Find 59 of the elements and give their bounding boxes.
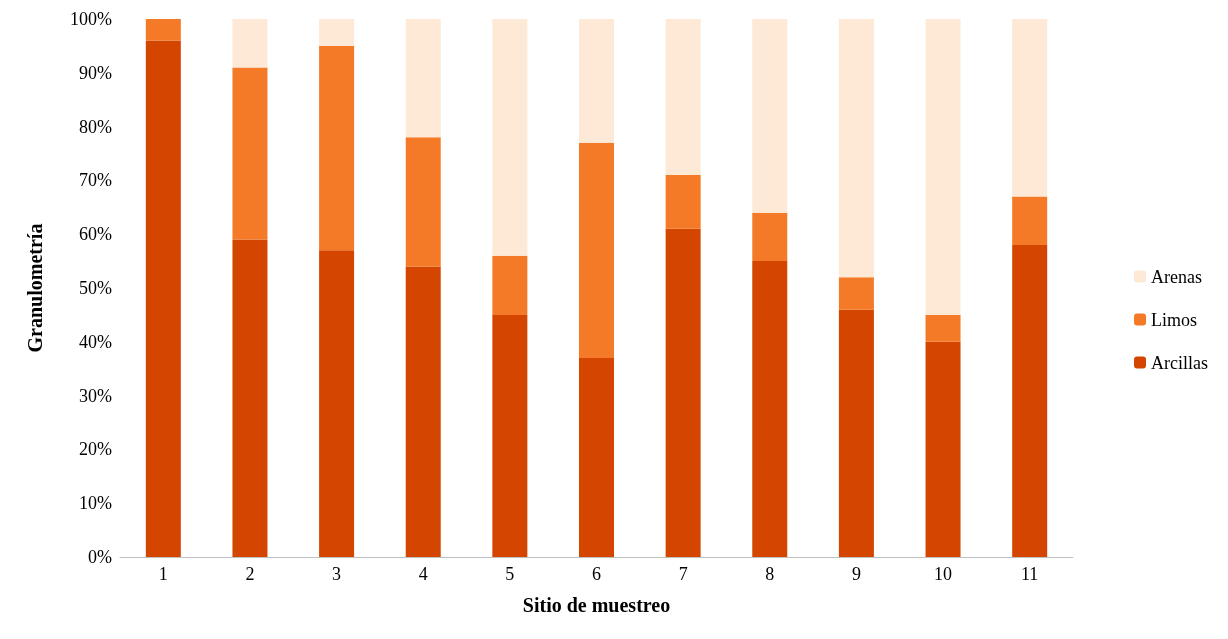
bar: [405, 266, 441, 557]
bar: [579, 142, 614, 358]
bar: [579, 19, 614, 143]
bar: [925, 19, 961, 315]
x-tick-label: 1: [158, 564, 168, 584]
x-tick-label: 6: [592, 564, 601, 584]
x-tick-label: 7: [678, 564, 688, 584]
x-tick-label: 5: [505, 564, 515, 584]
x-tick-label: 8: [765, 564, 775, 584]
bar: [145, 19, 181, 41]
bar: [838, 309, 874, 557]
bar: [665, 19, 701, 176]
x-tick-label: 3: [332, 564, 342, 584]
y-tick-label: 80%: [79, 116, 112, 137]
bar: [579, 357, 614, 557]
bar: [925, 314, 961, 342]
bar: [232, 19, 268, 68]
bar: [492, 314, 528, 557]
y-tick-label: 30%: [79, 385, 112, 406]
y-tick-label: 40%: [79, 331, 112, 352]
y-tick-label: 0%: [88, 547, 112, 567]
x-tick-label: 9: [851, 564, 861, 584]
bar: [752, 212, 788, 262]
bar: [752, 261, 788, 557]
legend-label: Arenas: [1151, 266, 1202, 287]
y-tick-label: 90%: [79, 62, 112, 83]
x-axis-title: Sitio de muestreo: [522, 594, 671, 616]
y-tick-label: 60%: [79, 224, 112, 245]
x-tick-label: 11: [1021, 564, 1039, 584]
bar: [492, 19, 528, 256]
y-axis-title: Granulometría: [24, 223, 46, 353]
y-tick-label: 50%: [79, 278, 112, 298]
bar: [232, 67, 268, 240]
bar: [145, 40, 181, 557]
bar: [319, 250, 355, 557]
y-tick-label: 100%: [70, 9, 112, 29]
bar: [405, 19, 441, 138]
bar: [319, 19, 355, 46]
y-tick-label: 10%: [79, 493, 112, 514]
bar: [925, 341, 961, 557]
bar: [752, 19, 788, 213]
bar: [232, 239, 268, 557]
bar: [1012, 244, 1048, 557]
bar: [319, 45, 355, 251]
bar: [405, 137, 441, 267]
bar: [838, 19, 874, 278]
bar: [838, 277, 874, 310]
bar: [1012, 196, 1048, 245]
x-tick-label: 4: [418, 564, 428, 584]
bar: [1012, 19, 1048, 197]
legend-label: Arcillas: [1151, 352, 1208, 373]
y-tick-label: 20%: [79, 439, 112, 460]
x-tick-label: 10: [934, 564, 953, 584]
y-tick-label: 70%: [79, 170, 112, 191]
x-tick-label: 2: [245, 564, 255, 584]
bar: [492, 255, 528, 315]
legend-label: Limos: [1151, 309, 1198, 330]
bar: [665, 175, 701, 229]
bar: [665, 228, 701, 557]
